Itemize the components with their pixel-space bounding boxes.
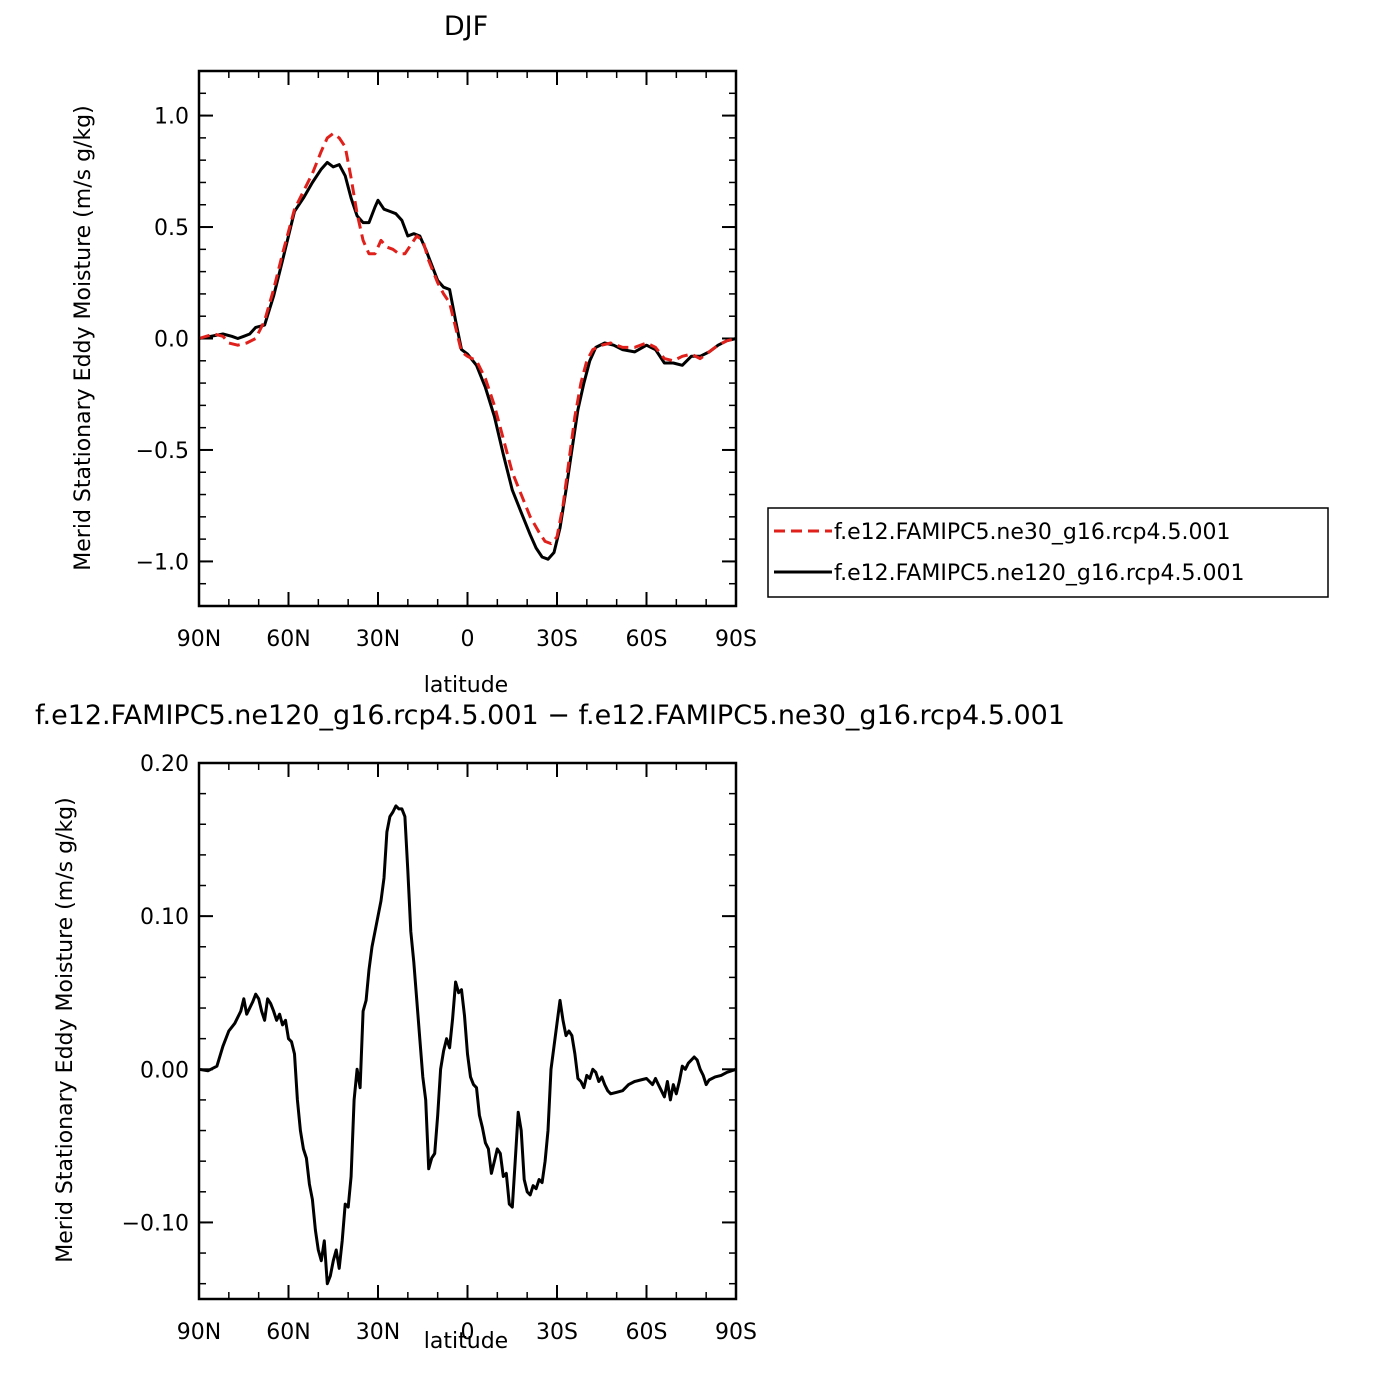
top-y-axis-label: Merid Stationary Eddy Moisture (m/s g/kg…: [71, 105, 96, 570]
top-series-line-0: [198, 131, 737, 546]
bottom-x-tick-label: 30N: [356, 1320, 400, 1345]
top-x-tick-label: 30N: [356, 627, 400, 652]
bottom-series-group: [198, 804, 737, 1286]
bottom-panel: f.e12.FAMIPC5.ne120_g16.rcp4.5.001 − f.e…: [35, 700, 1065, 1354]
top-plot-frame: [197, 69, 738, 608]
legend-box: [767, 507, 1329, 598]
top-x-tick-label: 30S: [536, 627, 578, 652]
bottom-x-tick-label: 90S: [715, 1320, 757, 1345]
bottom-chart-title: f.e12.FAMIPC5.ne120_g16.rcp4.5.001 − f.e…: [35, 700, 1065, 731]
bottom-x-tick-label: 60N: [266, 1320, 310, 1345]
bottom-x-tick-label: 90N: [177, 1320, 221, 1345]
top-panel: DJF Merid Stationary Eddy Moisture (m/s …: [71, 11, 757, 698]
top-x-tick-label: 90N: [177, 627, 221, 652]
bottom-x-axis-label: latitude: [424, 1329, 508, 1354]
top-x-tick-label: 90S: [715, 627, 757, 652]
top-y-tick-label: −1.0: [136, 550, 189, 575]
bottom-y-tick-label: −0.10: [122, 1211, 189, 1236]
bottom-x-tick-label: 30S: [536, 1320, 578, 1345]
top-axis-ticks: 90N 60N 30N 0 30S 60S 90S 1.0 0.5 0.0 −0.5 −1.0: [136, 70, 757, 652]
bottom-y-tick-label: 0.20: [140, 752, 189, 777]
bottom-x-tick-label: 0: [461, 1320, 475, 1345]
top-y-tick-label: 0.0: [154, 328, 189, 353]
top-x-tick-label: 60N: [266, 627, 310, 652]
bottom-y-tick-label: 0.10: [140, 905, 189, 930]
top-x-tick-label: 60S: [626, 627, 668, 652]
bottom-series-line-0: [198, 804, 737, 1286]
legend-label-ne120: f.e12.FAMIPC5.ne120_g16.rcp4.5.001: [834, 561, 1244, 586]
bottom-y-tick-label: 0.00: [140, 1058, 189, 1083]
bottom-x-tick-label: 60S: [626, 1320, 668, 1345]
top-x-axis-label: latitude: [424, 673, 508, 698]
top-y-tick-label: 0.5: [154, 216, 189, 241]
bottom-axis-ticks: 90N 60N 30N 0 30S 60S 90S 0.20 0.10 0.00 −0.10: [122, 752, 757, 1345]
top-series-group: [198, 131, 737, 561]
top-chart-title: DJF: [444, 11, 488, 42]
legend-label-ne30: f.e12.FAMIPC5.ne30_g16.rcp4.5.001: [834, 520, 1230, 545]
bottom-y-axis-label: Merid Stationary Eddy Moisture (m/s g/kg…: [53, 797, 78, 1262]
top-x-tick-label: 0: [461, 627, 475, 652]
legend: f.e12.FAMIPC5.ne30_g16.rcp4.5.001 f.e12.…: [767, 507, 1329, 598]
bottom-plot-frame: [197, 761, 738, 1301]
top-y-tick-label: 1.0: [154, 105, 189, 130]
top-y-tick-label: −0.5: [136, 439, 189, 464]
top-series-line-1: [198, 160, 737, 561]
